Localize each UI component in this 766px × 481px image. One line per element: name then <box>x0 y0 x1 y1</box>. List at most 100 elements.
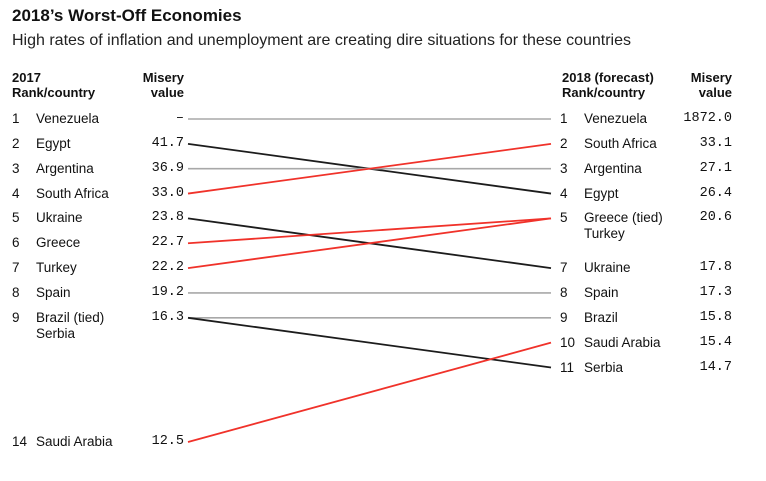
chart-title: 2018’s Worst-Off Economies <box>12 6 242 25</box>
right-row: 10 Saudi Arabia 15.4 <box>556 335 756 369</box>
left-rank: 7 <box>12 260 20 276</box>
right-header-misery: Misery <box>690 70 732 85</box>
left-rank: 2 <box>12 135 20 151</box>
right-rank: 5 <box>560 210 568 226</box>
left-rank: 3 <box>12 160 20 176</box>
left-misery-value: 23.8 <box>151 210 184 226</box>
left-row: 5 Ukraine 23.8 <box>0 210 200 244</box>
right-rank: 11 <box>560 359 575 375</box>
right-rank-country-header: 2018 (forecast) Rank/country <box>562 70 654 100</box>
left-country: Greece <box>36 235 81 251</box>
right-misery-value: 15.4 <box>699 334 732 350</box>
left-header-rank-country: Rank/country <box>12 85 96 100</box>
right-country: Venezuela <box>584 111 648 126</box>
right-misery-header: Misery value <box>682 70 732 100</box>
left-misery-value: 22.7 <box>151 235 184 251</box>
left-misery-value: 12.5 <box>151 434 184 450</box>
right-rank: 8 <box>560 284 568 300</box>
left-country: Brazil (tied) <box>36 309 105 325</box>
right-country: Serbia <box>584 359 624 375</box>
left-row: 7 Turkey 22.2 <box>0 260 200 294</box>
slope-line-greece <box>187 217 552 245</box>
right-misery-value: 26.4 <box>699 185 732 201</box>
right-misery-value: 27.1 <box>699 160 732 176</box>
left-rank: 9 <box>12 309 20 325</box>
left-row: 1 Venezuela – <box>0 111 200 145</box>
left-misery-value: 22.2 <box>151 260 184 276</box>
left-row: 4 South Africa 33.0 <box>0 186 200 220</box>
left-misery-value: 33.0 <box>151 185 184 201</box>
left-country: Saudi Arabia <box>36 434 113 450</box>
slope-line-turkey <box>187 217 552 269</box>
right-header-value: value <box>698 85 732 100</box>
right-country: Brazil <box>584 309 618 325</box>
right-country: Spain <box>584 284 619 300</box>
right-rank: 7 <box>560 260 568 276</box>
right-misery-value: 20.6 <box>699 210 732 226</box>
left-rank: 14 <box>12 434 28 450</box>
left-country-secondary: Serbia <box>36 325 76 341</box>
left-header-misery: Misery <box>142 70 184 85</box>
left-misery-value: 16.3 <box>151 309 184 325</box>
left-misery-value: 19.2 <box>151 284 184 300</box>
right-country: Egypt <box>584 185 619 201</box>
right-header-rank-country: Rank/country <box>562 85 646 100</box>
left-misery-value: 36.9 <box>151 160 184 176</box>
right-row: 7 Ukraine 17.8 <box>556 260 756 294</box>
right-misery-value: 33.1 <box>699 135 732 151</box>
right-misery-value: 17.3 <box>699 284 732 300</box>
left-country: Egypt <box>36 135 71 151</box>
right-country: Greece (tied) <box>584 210 663 226</box>
chart-subtitle: High rates of inflation and unemployment… <box>12 32 632 49</box>
left-country: Argentina <box>36 160 94 176</box>
right-row: 1 Venezuela 1872.0 <box>556 111 756 145</box>
left-country: Ukraine <box>36 210 83 226</box>
right-rank: 10 <box>560 334 576 350</box>
right-rank: 9 <box>560 309 568 325</box>
left-country: Turkey <box>36 260 77 276</box>
left-misery-value: – <box>175 111 184 126</box>
left-rank: 8 <box>12 284 20 300</box>
right-country: Ukraine <box>584 260 631 276</box>
left-header-value: value <box>150 85 184 100</box>
right-row: 11 Serbia 14.7 <box>556 360 756 394</box>
right-row: 8 Spain 17.3 <box>556 285 756 319</box>
right-misery-value: 15.8 <box>699 309 732 325</box>
left-row: 6 Greece 22.7 <box>0 235 200 269</box>
right-row: 3 Argentina 27.1 <box>556 161 756 195</box>
slope-line-saudi-arabia <box>187 341 552 443</box>
slope-line-south-africa <box>187 142 552 195</box>
right-country: Argentina <box>584 160 642 176</box>
left-rank: 5 <box>12 210 20 226</box>
left-header-year: 2017 <box>12 70 41 85</box>
right-rank: 2 <box>560 135 568 151</box>
right-row: 9 Brazil 15.8 <box>556 310 756 344</box>
left-country: South Africa <box>36 185 109 201</box>
left-row: 8 Spain 19.2 <box>0 285 200 319</box>
right-rank: 4 <box>560 185 568 201</box>
right-rank: 1 <box>560 111 568 126</box>
left-rank: 6 <box>12 235 20 251</box>
right-row: 5 Greece (tied) Turkey 20.6 <box>556 210 756 244</box>
left-rank: 4 <box>12 185 20 201</box>
left-country: Spain <box>36 284 71 300</box>
left-country: Venezuela <box>36 111 100 126</box>
left-rank-country-header: 2017 Rank/country <box>12 70 95 100</box>
left-row: 9 Brazil (tied) Serbia 16.3 <box>0 310 200 344</box>
slope-line-serbia <box>187 316 552 369</box>
right-rank: 3 <box>560 160 568 176</box>
right-misery-value: 14.7 <box>699 359 732 375</box>
right-misery-value: 1872.0 <box>683 111 732 126</box>
left-rank: 1 <box>12 111 20 126</box>
right-country: Saudi Arabia <box>584 334 661 350</box>
right-country: South Africa <box>584 135 657 151</box>
right-misery-value: 17.8 <box>699 260 732 276</box>
left-row: 2 Egypt 41.7 <box>0 136 200 170</box>
left-row: 3 Argentina 36.9 <box>0 161 200 195</box>
left-misery-value: 41.7 <box>151 135 184 151</box>
left-misery-header: Misery value <box>136 70 184 100</box>
right-row: 4 Egypt 26.4 <box>556 186 756 220</box>
right-header-year: 2018 (forecast) <box>562 70 654 85</box>
left-row: 14 Saudi Arabia 12.5 <box>0 434 200 468</box>
